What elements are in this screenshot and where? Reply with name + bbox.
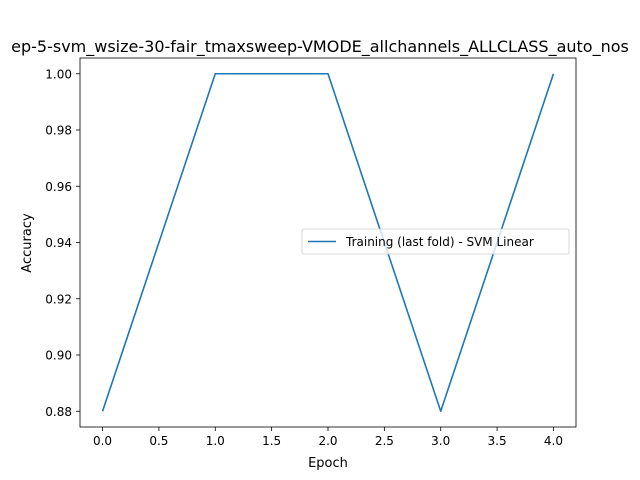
series-line — [101, 72, 555, 413]
x-tick-label: 1.5 — [262, 434, 281, 448]
y-tick-label: 0.88 — [45, 405, 72, 419]
x-tick-label: 3.0 — [431, 434, 450, 448]
y-tick-label: 0.94 — [45, 236, 72, 250]
y-tick-label: 0.96 — [45, 180, 72, 194]
x-axis-label: Epoch — [308, 456, 348, 471]
x-tick-label: 0.5 — [149, 434, 168, 448]
chart-title: ep-5-svm_wsize-30-fair_tmaxsweep-VMODE_a… — [11, 37, 629, 57]
x-axis-ticks: 0.0 0.5 1.0 1.5 2.0 2.5 3.0 3.5 4.0 — [93, 427, 563, 448]
y-axis-label: Accuracy — [20, 213, 35, 273]
x-tick-label: 4.0 — [544, 434, 563, 448]
legend-box — [301, 228, 570, 255]
y-tick-label: 0.92 — [45, 292, 72, 306]
legend-label: Training (last fold) - SVM Linear — [345, 235, 534, 249]
y-tick-label: 0.98 — [45, 124, 72, 138]
x-tick-label: 0.0 — [93, 434, 112, 448]
y-tick-label: 0.90 — [45, 349, 72, 363]
x-tick-label: 3.5 — [488, 434, 507, 448]
x-tick-label: 2.5 — [375, 434, 394, 448]
y-tick-label: 1.00 — [45, 67, 72, 81]
y-axis-ticks: 0.88 0.90 0.92 0.94 0.96 0.98 1.00 — [45, 67, 80, 419]
x-tick-label: 1.0 — [206, 434, 225, 448]
legend: Training (last fold) - SVM Linear — [301, 228, 570, 255]
x-tick-label: 2.0 — [318, 434, 337, 448]
series-layer — [101, 72, 555, 413]
